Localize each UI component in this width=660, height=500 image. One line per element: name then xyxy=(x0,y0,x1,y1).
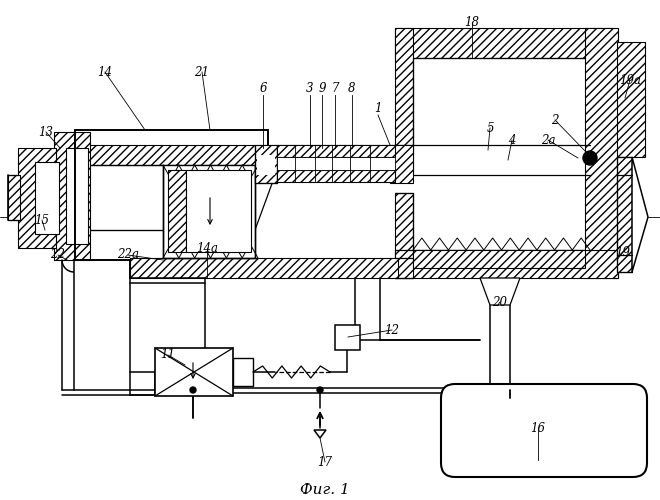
Bar xyxy=(277,157,395,170)
Bar xyxy=(155,348,233,396)
Text: 22: 22 xyxy=(51,248,65,262)
Text: 21: 21 xyxy=(195,66,209,78)
Text: 5: 5 xyxy=(486,122,494,134)
Bar xyxy=(617,157,632,272)
Polygon shape xyxy=(632,157,648,272)
Text: 4: 4 xyxy=(508,134,515,146)
Bar xyxy=(277,145,395,157)
Bar xyxy=(66,148,88,244)
Text: 22a: 22a xyxy=(117,248,139,262)
Text: 9: 9 xyxy=(318,82,326,94)
Bar xyxy=(257,155,275,175)
FancyBboxPatch shape xyxy=(441,384,647,477)
Bar xyxy=(35,162,59,234)
Bar xyxy=(335,325,360,350)
Polygon shape xyxy=(314,430,326,438)
Text: 3: 3 xyxy=(306,82,314,94)
Text: 7: 7 xyxy=(331,82,339,94)
Bar xyxy=(54,132,90,260)
Circle shape xyxy=(583,151,597,165)
Bar xyxy=(395,28,613,58)
Text: 6: 6 xyxy=(259,82,267,94)
Bar xyxy=(395,28,413,173)
Bar xyxy=(186,170,251,252)
Bar xyxy=(395,250,618,278)
Bar xyxy=(233,358,253,386)
Text: 19a: 19a xyxy=(619,74,641,86)
Bar xyxy=(395,193,413,278)
Bar xyxy=(130,258,398,278)
Bar xyxy=(585,28,618,278)
Text: 16: 16 xyxy=(531,422,546,434)
Text: 19: 19 xyxy=(616,246,630,258)
Circle shape xyxy=(317,387,323,393)
Polygon shape xyxy=(480,278,520,305)
Text: 1: 1 xyxy=(374,102,381,114)
Bar xyxy=(8,175,20,220)
Bar xyxy=(277,170,395,182)
Circle shape xyxy=(190,387,196,393)
Text: 14: 14 xyxy=(98,66,112,78)
Text: 18: 18 xyxy=(465,16,480,28)
Text: 12: 12 xyxy=(385,324,399,336)
Text: 2: 2 xyxy=(551,114,559,126)
Bar xyxy=(255,145,277,183)
Text: 11: 11 xyxy=(160,348,176,362)
Text: 13: 13 xyxy=(38,126,53,138)
Bar xyxy=(163,165,255,258)
Bar xyxy=(617,42,645,157)
Text: 2a: 2a xyxy=(541,134,555,146)
Text: 8: 8 xyxy=(348,82,356,94)
Bar xyxy=(88,145,398,165)
Bar xyxy=(413,58,585,250)
Text: 20: 20 xyxy=(492,296,508,308)
Bar xyxy=(390,145,413,183)
Bar xyxy=(18,148,56,248)
Text: 14a: 14a xyxy=(196,242,218,254)
Text: 17: 17 xyxy=(317,456,333,468)
Text: Фиг. 1: Фиг. 1 xyxy=(300,483,350,497)
Text: 15: 15 xyxy=(34,214,50,226)
Bar xyxy=(413,250,585,268)
Bar xyxy=(168,170,186,252)
